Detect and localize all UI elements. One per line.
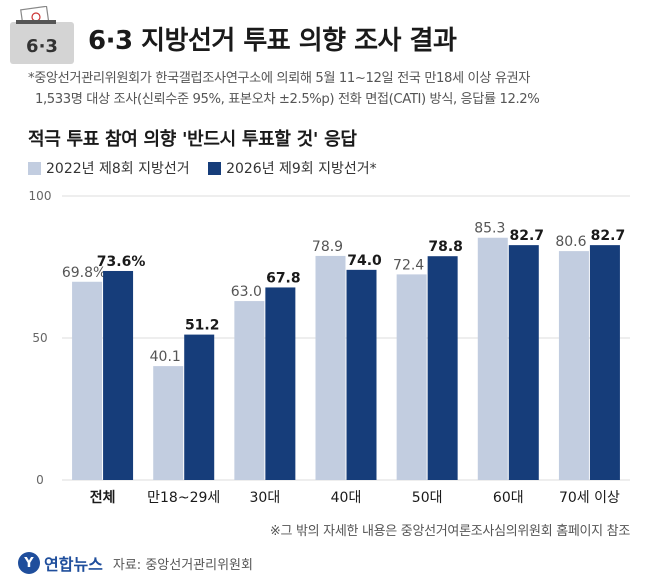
source: 자료: 중앙선거관리위원회 [112,557,253,573]
category-label: 30대 [250,490,281,506]
bar-chart: 0 50 100 69.8%73.6% 전체 40.151.2 만18~29세 63.067.… [29,189,630,506]
bar-2026 [346,269,377,480]
footnote: ※그 밖의 자세한 내용은 중앙선거여론조사심의위원회 홈페이지 참조 [269,524,630,539]
bar-2022 [153,366,184,480]
legend-label-2022: 2022년 제8회 지방선거 [46,161,190,177]
data-label-2022: 78.9 [312,239,343,255]
bar-2022 [72,281,103,480]
legend-swatch-2026 [208,161,222,175]
legend-label-2026: 2026년 제9회 지방선거* [226,161,377,177]
survey-note-line2: 1,533명 대상 조사(신뢰수준 95%, 표본오차 ±2.5%p) 전화 면… [35,92,540,107]
bar-2022 [477,237,508,480]
survey-note-line1: *중앙선거관리위원회가 한국갤럽조사연구소에 의뢰해 5월 11~12일 전국 … [28,71,531,86]
bar-2026 [589,245,620,480]
data-label-2022: 63.0 [231,284,262,300]
category-label: 70세 이상 [559,490,620,506]
y-tick-label: 100 [29,189,52,203]
category-label: 전체 [90,489,116,506]
data-label-2026: 51.2 [185,318,220,334]
bar-2022 [315,255,346,480]
bar-2026 [265,287,296,480]
bar-2022 [396,274,427,480]
bar-2026 [184,334,215,480]
data-label-2022: 72.4 [393,257,424,273]
data-label-2022: 85.3 [474,221,505,237]
page-title: 6·3 지방선거 투표 의향 조사 결과 [88,26,457,56]
ballot-badge: 6·3 [26,36,58,57]
legend-swatch-2022 [28,161,41,175]
bar-2022 [234,301,265,480]
bar-2022 [558,251,589,480]
data-label-2022: 40.1 [150,349,181,365]
footer: Y 연합뉴스 자료: 중앙선거관리위원회 [18,548,253,578]
yonhap-logo-icon: Y [18,552,40,574]
category-label: 만18~29세 [147,490,220,506]
data-label-2022: 69.8% [62,265,106,281]
data-label-2026: 82.7 [591,228,626,244]
survey-note: *중앙선거관리위원회가 한국갤럽조사연구소에 의뢰해 5월 11~12일 전국 … [28,68,648,110]
category-label: 50대 [412,490,443,506]
data-label-2026: 82.7 [510,228,545,244]
data-label-2026: 67.8 [266,270,301,286]
yonhap-logo-text: 연합뉴스 [44,555,103,574]
ballot-box-icon: 6·3 [10,6,74,64]
bar-2026 [103,270,134,480]
y-tick-label: 0 [36,473,44,487]
bar-2026 [427,256,458,480]
data-label-2026: 74.0 [347,253,382,269]
chart-title: 적극 투표 참여 의향 '반드시 투표할 것' 응답 [28,129,357,150]
legend: 2022년 제8회 지방선거 2026년 제9회 지방선거* [28,158,391,179]
header: 6·3 6·3 지방선거 투표 의향 조사 결과 [0,0,658,70]
data-label-2026: 78.8 [428,239,463,255]
y-tick-label: 50 [32,331,47,345]
legend-item-2026: 2026년 제9회 지방선거* [208,158,377,178]
data-label-2022: 80.6 [555,234,586,250]
category-label: 40대 [331,490,362,506]
category-label: 60대 [493,490,524,506]
bar-2026 [508,245,539,480]
data-label-2026: 73.6% [97,254,146,270]
legend-item-2022: 2022년 제8회 지방선거 [28,158,190,178]
